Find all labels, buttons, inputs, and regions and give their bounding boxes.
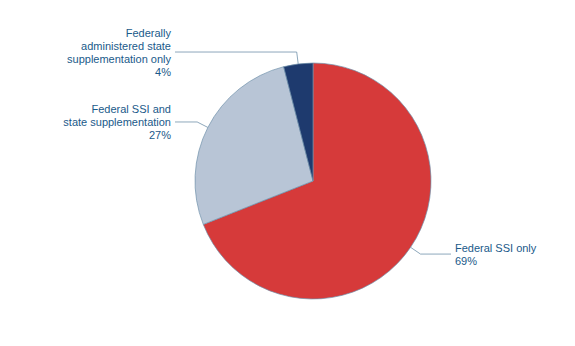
svg-text:Federal SSI andstate supplemen: Federal SSI andstate supplementation27% — [63, 103, 171, 141]
svg-text:Federal SSI only69%: Federal SSI only69% — [455, 242, 537, 267]
svg-text:Federallyadministered statesup: Federallyadministered statesupplementati… — [67, 27, 171, 78]
